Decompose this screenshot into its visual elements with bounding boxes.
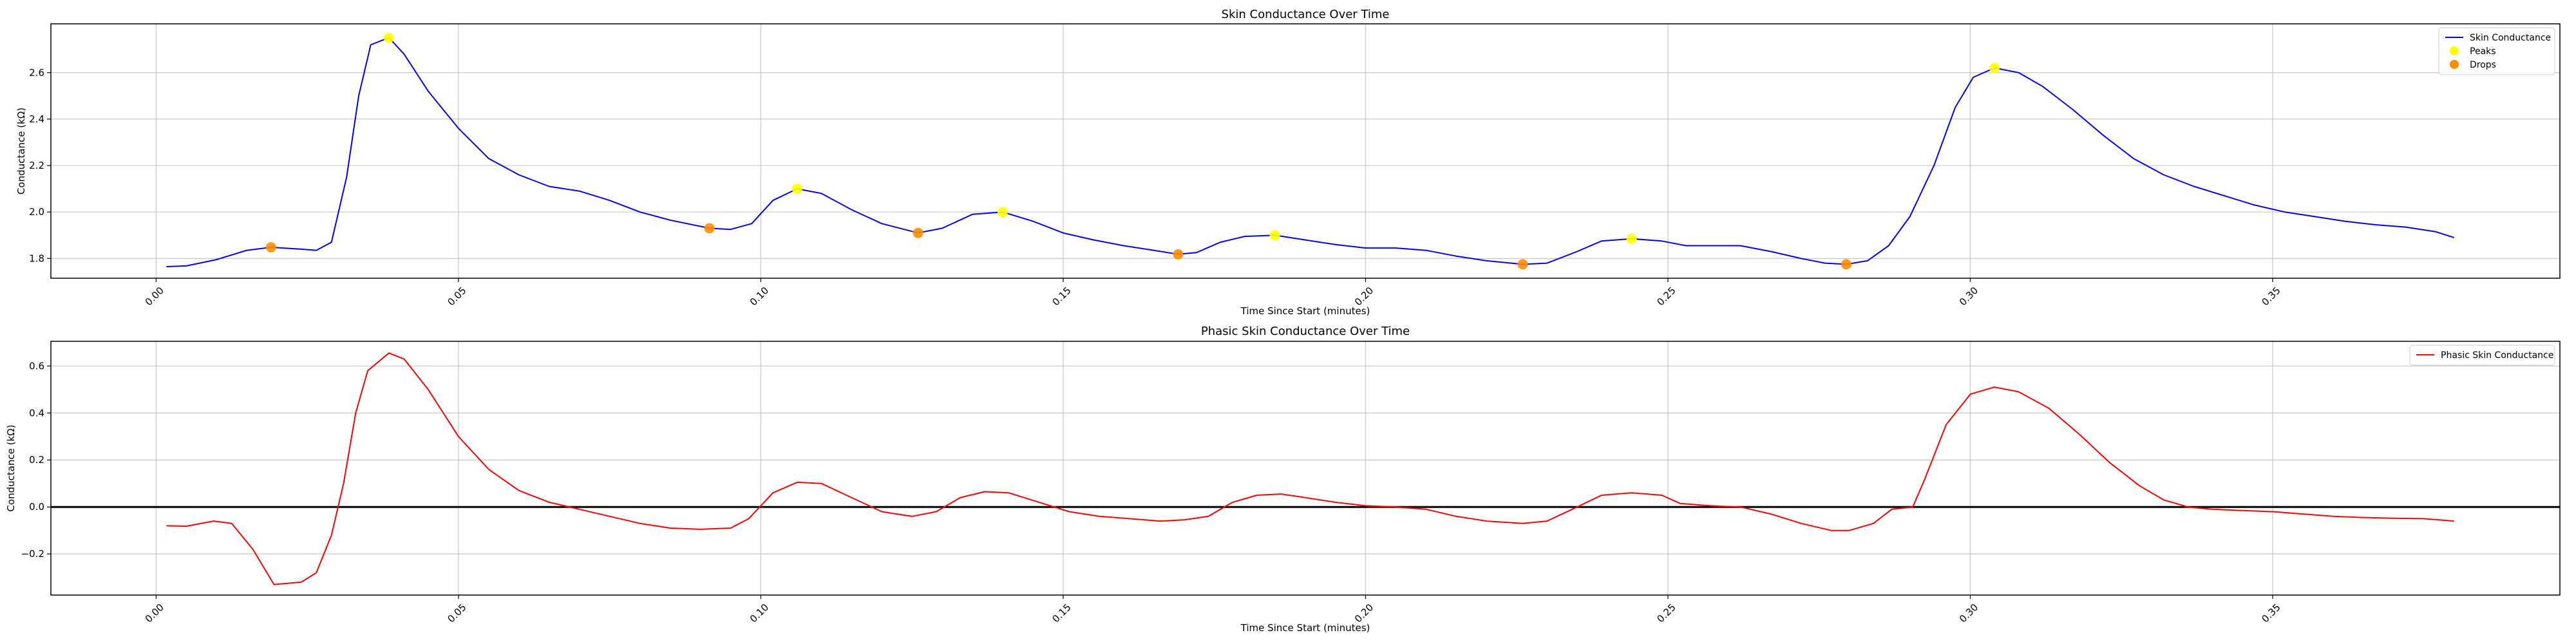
plot-frame xyxy=(50,341,2561,596)
legend-box xyxy=(2409,345,2555,366)
x-axis-label: Time Since Start (minutes) xyxy=(1240,622,1370,634)
drops-point xyxy=(704,223,715,234)
y-tick-label: 0.2 xyxy=(29,454,44,466)
drops-point xyxy=(913,227,923,238)
chart-title: Phasic Skin Conductance Over Time xyxy=(1201,325,1410,338)
chart-panel-2: 0.00 0.05 0.10 0.15 0.20 0.25 0.30 0.35 −0.2 0.0 0… xyxy=(5,325,2561,634)
chart-title: Skin Conductance Over Time xyxy=(1222,8,1390,21)
x-tick-label: 0.35 xyxy=(2259,601,2282,625)
x-tick-label: 0.00 xyxy=(143,285,166,308)
drops-point xyxy=(1173,249,1184,260)
drops-point xyxy=(1517,259,1528,270)
series-line-phasic-skin-conductance xyxy=(166,352,2454,585)
y-tick-label: −0.2 xyxy=(21,548,44,560)
peaks-point xyxy=(1989,62,2000,73)
x-tick-label: 0.20 xyxy=(1352,285,1376,308)
y-tick-label: 0.6 xyxy=(29,360,44,372)
y-axis-label: Conductance (kΩ) xyxy=(15,108,27,194)
x-tick-label: 0.25 xyxy=(1654,285,1678,308)
x-tick-label: 0.30 xyxy=(1957,601,1980,625)
y-tick-label: 2.0 xyxy=(29,206,44,218)
x-tick-label: 0.25 xyxy=(1654,601,1678,625)
x-tick-label: 0.15 xyxy=(1050,285,1073,308)
y-tick-label: 0.0 xyxy=(29,501,44,513)
legend-label: Skin Conductance xyxy=(2470,33,2551,43)
legend-label: Drops xyxy=(2470,60,2496,70)
x-tick-label: 0.05 xyxy=(445,601,468,625)
legend-box xyxy=(2438,27,2555,75)
peaks-point xyxy=(1269,230,1280,241)
y-axis-label: Conductance (kΩ) xyxy=(5,424,17,511)
legend-label: Peaks xyxy=(2470,46,2496,57)
y-tick-label: 0.4 xyxy=(29,407,44,419)
x-tick-label: 0.05 xyxy=(445,285,468,308)
peaks-point xyxy=(791,184,802,194)
x-tick-label: 0.00 xyxy=(143,601,166,625)
drops-point xyxy=(265,242,276,253)
y-tick-label: 1.8 xyxy=(29,252,44,264)
peaks-point xyxy=(1626,233,1637,244)
legend-marker-swatch xyxy=(2450,46,2459,55)
x-axis-label: Time Since Start (minutes) xyxy=(1240,305,1370,317)
x-tick-label: 0.10 xyxy=(748,601,771,625)
y-tick-label: 2.4 xyxy=(29,113,44,125)
series-line-skin-conductance xyxy=(166,37,2455,267)
legend-marker-swatch xyxy=(2450,60,2459,69)
x-tick-label: 0.15 xyxy=(1050,601,1073,625)
legend: Phasic Skin Conductance xyxy=(2409,345,2555,366)
y-tick-label: 2.2 xyxy=(29,160,44,171)
legend: Skin Conductance Peaks Drops xyxy=(2438,27,2555,75)
plot-frame xyxy=(50,23,2561,279)
x-tick-label: 0.30 xyxy=(1957,285,1980,308)
x-tick-label: 0.10 xyxy=(748,285,771,308)
peaks-point xyxy=(998,207,1009,218)
y-tick-label: 2.6 xyxy=(29,67,44,79)
chart-panel-1: 0.00 0.05 0.10 0.15 0.20 0.25 0.30 0.35 1.8 2.0 2.… xyxy=(15,8,2561,317)
peaks-point xyxy=(383,32,394,43)
x-tick-label: 0.35 xyxy=(2259,285,2282,308)
drops-point xyxy=(1841,259,1852,270)
legend-label: Phasic Skin Conductance xyxy=(2441,350,2553,361)
x-tick-label: 0.20 xyxy=(1352,601,1376,625)
